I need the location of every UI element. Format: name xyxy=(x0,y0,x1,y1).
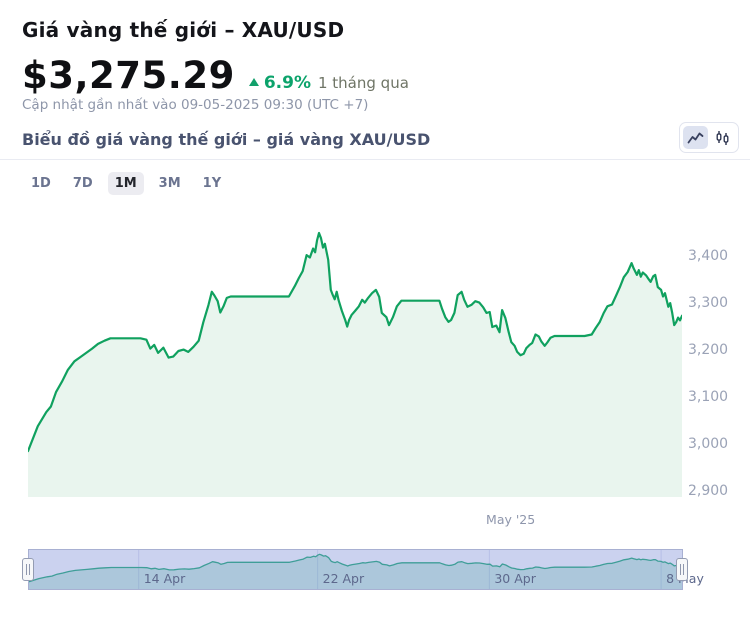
page-title: Giá vàng thế giới – XAU/USD xyxy=(22,18,345,42)
navigator-left-handle[interactable] xyxy=(22,558,34,581)
chart-subtitle: Biểu đồ giá vàng thế giới – giá vàng XAU… xyxy=(22,130,431,149)
price-row: $3,275.29 6.9% 1 tháng qua xyxy=(22,54,409,97)
price-area-chart[interactable] xyxy=(28,220,682,497)
change-percent: 6.9% xyxy=(263,73,311,93)
last-updated-text: Cập nhật gần nhất vào 09-05-2025 09:30 (… xyxy=(22,97,369,113)
price-line xyxy=(28,231,682,453)
area-fill xyxy=(28,233,682,497)
change-period: 1 tháng qua xyxy=(317,74,409,92)
range-button-1d[interactable]: 1D xyxy=(31,176,51,191)
chart-type-toggle xyxy=(679,122,739,153)
range-button-1m[interactable]: 1M xyxy=(107,172,144,195)
y-tick-label: 3,100 xyxy=(688,389,729,405)
range-button-1y[interactable]: 1Y xyxy=(202,176,222,191)
candlestick-chart-button[interactable] xyxy=(710,126,735,149)
x-axis-label: May '25 xyxy=(486,512,536,527)
range-button-3m[interactable]: 3M xyxy=(158,176,181,191)
navigator-right-handle[interactable] xyxy=(676,558,688,581)
up-arrow-icon xyxy=(248,78,259,86)
y-tick-label: 2,900 xyxy=(688,483,729,499)
chart-navigator[interactable] xyxy=(28,549,683,590)
y-tick-label: 3,000 xyxy=(688,436,729,452)
y-tick-label: 3,400 xyxy=(688,248,729,264)
navigator-line xyxy=(29,553,682,583)
range-selector: 1D 7D 1M 3M 1Y xyxy=(24,172,228,195)
navigator-area-fill xyxy=(29,554,682,589)
line-chart-button[interactable] xyxy=(683,126,708,149)
y-tick-label: 3,200 xyxy=(688,342,729,358)
line-chart-icon xyxy=(687,132,704,143)
range-button-7d[interactable]: 7D xyxy=(72,176,93,191)
navigator-gridlines xyxy=(138,550,662,589)
y-tick-label: 3,300 xyxy=(688,295,729,311)
navigator-mini-chart xyxy=(29,550,682,589)
divider xyxy=(0,159,750,160)
current-price: $3,275.29 xyxy=(22,54,235,97)
candlestick-icon xyxy=(716,130,729,145)
